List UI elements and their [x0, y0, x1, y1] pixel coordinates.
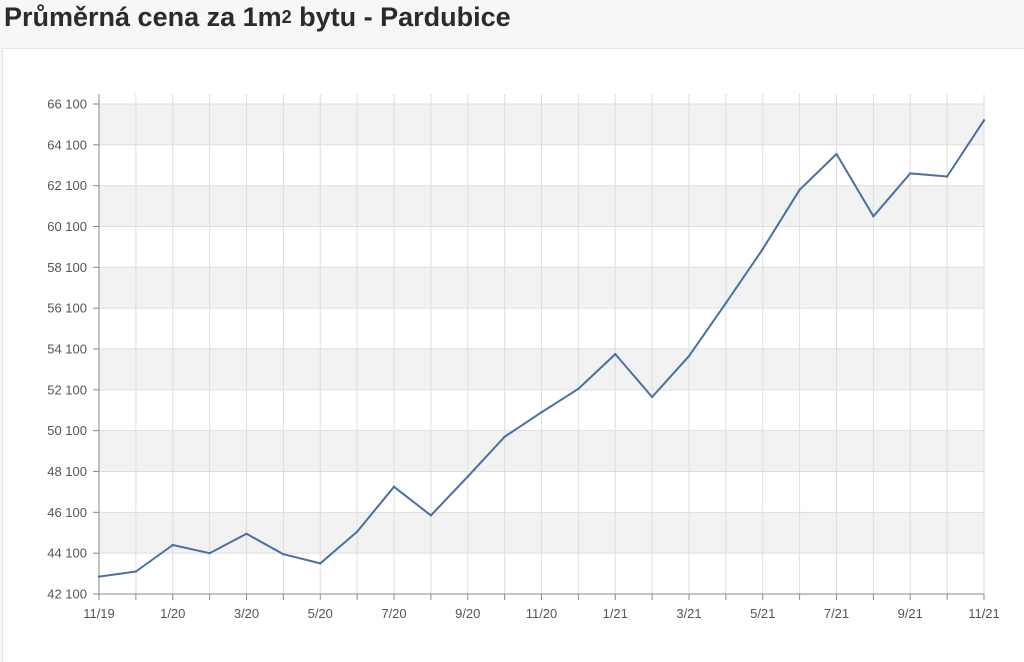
data-point [798, 188, 801, 191]
data-point [540, 411, 543, 414]
y-tick-label: 44 100 [47, 546, 87, 561]
data-point [429, 514, 433, 517]
data-point [945, 175, 949, 178]
data-point [208, 551, 211, 555]
data-point [724, 301, 728, 305]
data-point [282, 552, 285, 556]
y-tick-label: 66 100 [47, 97, 87, 112]
data-point [835, 152, 838, 156]
data-point [245, 532, 248, 535]
y-tick-label: 52 100 [47, 382, 87, 397]
x-tick-label: 11/20 [526, 606, 558, 621]
data-point [577, 387, 580, 391]
y-tick-label: 54 100 [47, 342, 87, 357]
y-tick-label: 64 100 [47, 137, 87, 152]
title-main: Průměrná cena za 1m [4, 2, 282, 32]
x-tick-label: 5/21 [750, 606, 775, 621]
data-point [97, 575, 101, 578]
data-point [319, 562, 322, 565]
x-tick-label: 1/20 [160, 606, 185, 621]
y-tick-label: 48 100 [47, 464, 87, 479]
data-point [650, 395, 654, 399]
x-tick-label: 11/19 [83, 606, 115, 621]
x-tick-label: 9/21 [898, 606, 923, 621]
x-tick-label: 7/21 [824, 606, 849, 621]
y-axis-tick-labels: 42 100 44 100 46 100 48 100 50 100 52 100 54 1… [47, 97, 87, 602]
data-point [171, 543, 174, 547]
data-point [503, 435, 506, 438]
y-tick-label: 46 100 [47, 505, 87, 520]
title-superscript: 2 [281, 7, 292, 27]
x-tick-label: 9/20 [455, 606, 480, 621]
data-point [466, 475, 469, 478]
data-point [982, 119, 986, 122]
y-tick-label: 50 100 [47, 423, 87, 438]
x-tick-label: 3/21 [676, 606, 701, 621]
y-tick-label: 60 100 [47, 219, 87, 234]
data-point [761, 247, 764, 251]
series-group [97, 119, 986, 578]
data-point [614, 352, 617, 356]
y-tick-label: 58 100 [47, 260, 87, 275]
data-point [134, 570, 138, 573]
chart-title: Průměrná cena za 1m2 bytu - Pardubice [4, 2, 511, 33]
x-tick-label: 11/21 [968, 606, 1000, 621]
x-tick-label: 1/21 [603, 606, 628, 621]
horizontal-gridlines [99, 103, 984, 554]
x-tick-label: 5/20 [308, 606, 333, 621]
title-rest: bytu - Pardubice [291, 2, 511, 32]
y-tick-label: 42 100 [47, 587, 87, 602]
data-point [355, 530, 359, 533]
data-point [872, 215, 875, 218]
data-point [687, 354, 691, 358]
data-point [392, 485, 396, 489]
y-tick-label: 56 100 [47, 301, 87, 316]
y-tick-label: 62 100 [47, 178, 87, 193]
axes [93, 94, 985, 600]
data-point [909, 172, 912, 175]
x-axis-tick-labels: 11/19 1/20 3/20 5/20 7/20 9/20 11/20 1/21 3/21 5/… [83, 606, 1000, 621]
x-tick-label: 3/20 [234, 606, 259, 621]
x-tick-label: 7/20 [381, 606, 406, 621]
